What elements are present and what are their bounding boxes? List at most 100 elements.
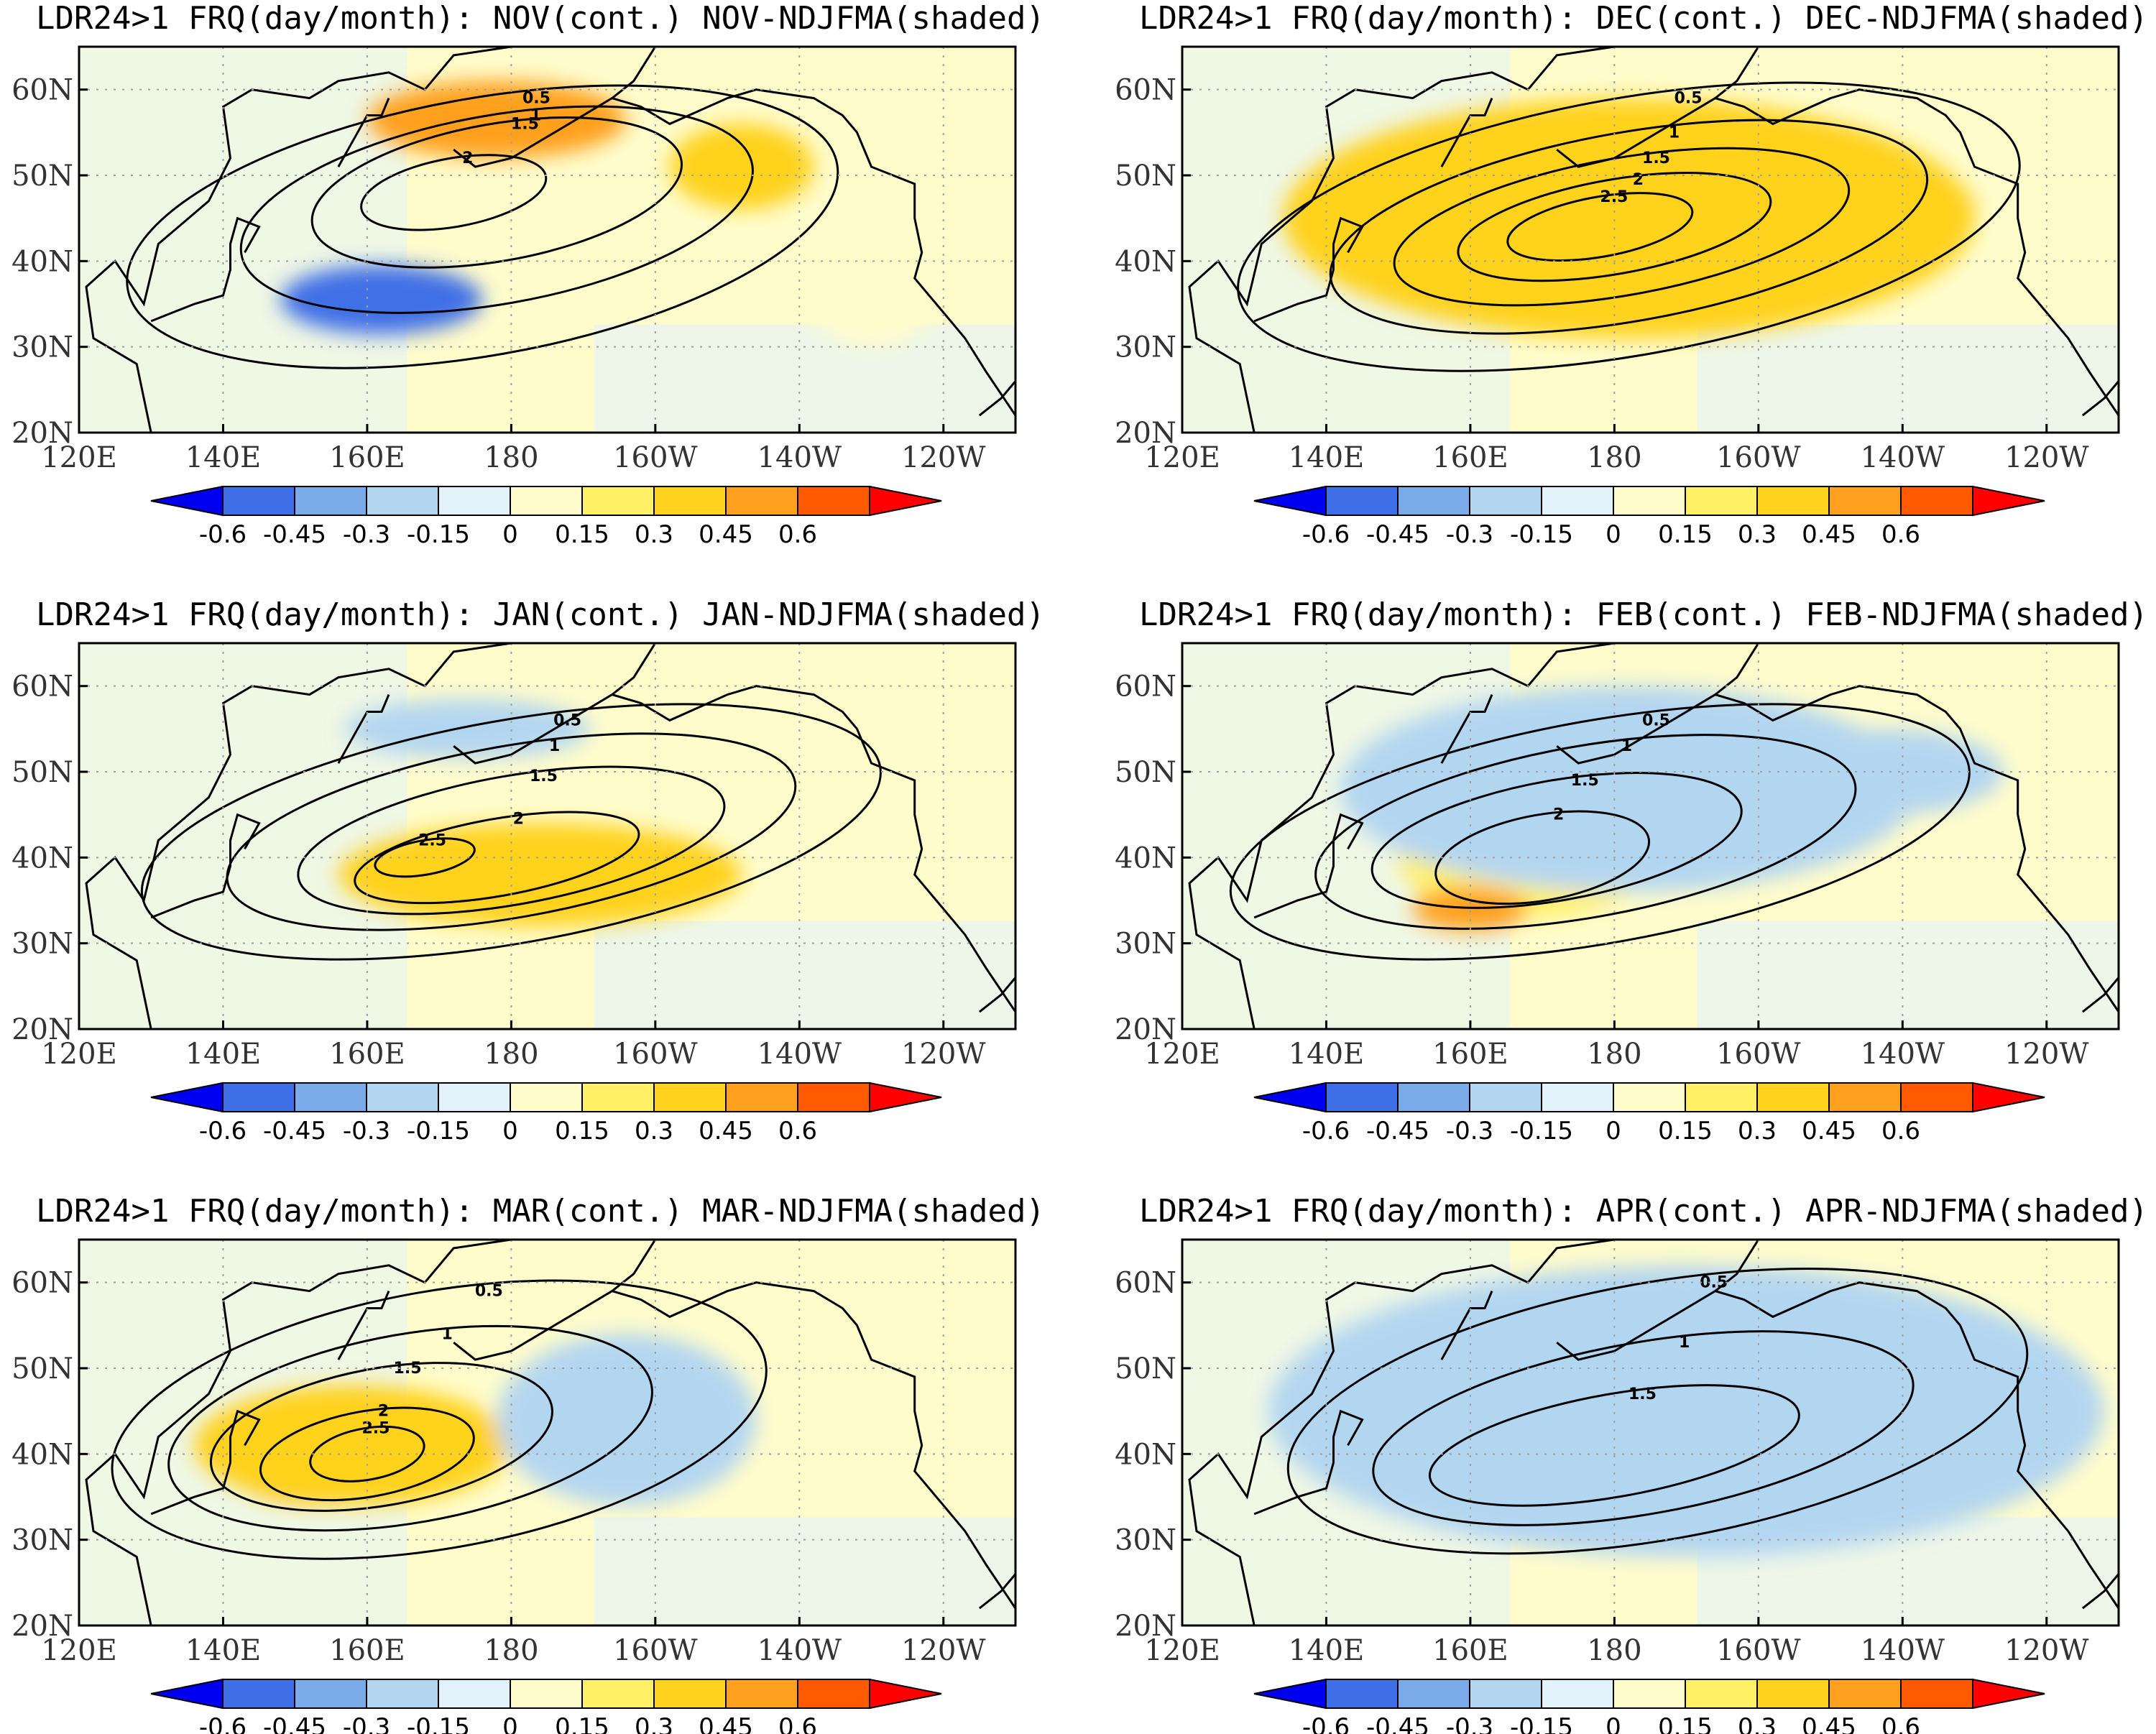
lon-tick-label: 120W — [901, 441, 985, 474]
contour-label: 2.5 — [361, 1420, 390, 1438]
colorbar-segment — [1397, 1679, 1470, 1709]
colorbar-arrow-high — [869, 1678, 942, 1710]
contour-line — [1237, 81, 2021, 372]
lat-tick-label: 20N — [1115, 417, 1176, 450]
contour-line — [354, 811, 640, 905]
shade-anomaly-blob — [338, 823, 742, 926]
coastline — [978, 977, 1015, 1013]
colorbar-label: 0.3 — [1738, 1713, 1777, 1734]
colorbar-segment — [1541, 1679, 1614, 1709]
colorbar-segment — [653, 1082, 727, 1112]
lon-tick-label: 140W — [757, 441, 842, 474]
colorbar-segment — [1756, 486, 1830, 516]
colorbar-label: 0.45 — [1802, 1713, 1856, 1734]
panel-frame — [1181, 45, 2120, 434]
coastline — [1713, 1240, 2119, 1609]
colorbar-label: 0 — [1606, 1117, 1621, 1145]
contour-label: 2 — [1633, 171, 1644, 189]
lon-tick-label: 160E — [1432, 441, 1508, 474]
lon-tick-label: 180 — [1587, 1634, 1641, 1667]
lon-tick-label: 140W — [1861, 1038, 1945, 1071]
colorbar-label: 0.6 — [778, 520, 817, 549]
colorbar-segment — [510, 1082, 583, 1112]
contour-label: 1 — [530, 106, 541, 124]
contour-label: 2 — [462, 149, 473, 167]
lon-tick-label: 120W — [901, 1038, 985, 1071]
colorbar-label: -0.3 — [343, 520, 390, 549]
colorbar-segment — [653, 486, 727, 516]
map-panel-jan: LDR24>1 FRQ(day/month): JAN(cont.) JAN-N… — [11, 596, 1045, 1145]
colorbar-segment — [1685, 1679, 1758, 1709]
colorbar-segment — [510, 1679, 583, 1709]
lon-tick-label: 120W — [901, 1634, 985, 1667]
contour-label: 0.5 — [1642, 711, 1670, 729]
lon-tick-label: 140E — [185, 1634, 262, 1667]
coastline — [1253, 1409, 1364, 1516]
colorbar-label: -0.15 — [407, 1117, 470, 1145]
colorbar-arrow-high — [1972, 485, 2045, 517]
contour-line — [1393, 147, 1851, 307]
coastline — [978, 380, 1015, 417]
colorbar-segment — [1541, 486, 1614, 516]
panel-title: LDR24>1 FRQ(day/month): NOV(cont.) NOV-N… — [36, 0, 1045, 37]
lon-tick-label: 180 — [484, 1634, 538, 1667]
coastline — [150, 216, 261, 323]
contour-label: 0.5 — [1700, 1274, 1728, 1292]
contour-line — [226, 732, 797, 931]
colorbar-segment — [1325, 1679, 1399, 1709]
lon-tick-label: 180 — [1587, 441, 1641, 474]
contour-line — [1457, 171, 1772, 282]
lat-tick-label: 30N — [11, 331, 73, 364]
shade-anomaly-blob — [497, 1334, 757, 1505]
colorbar-label: -0.3 — [343, 1713, 390, 1734]
lon-tick-label: 140W — [757, 1038, 842, 1071]
lon-tick-label: 140W — [1861, 1634, 1945, 1667]
colorbar: -0.6 -0.45 -0.3 -0.15 0 0.15 0.3 0.45 0.6 — [150, 485, 942, 549]
colorbar-label: 0 — [502, 520, 518, 549]
contour-label: 2 — [378, 1403, 389, 1421]
shade-anomaly-blob — [1412, 887, 1529, 931]
colorbar-label: 0 — [502, 1713, 518, 1734]
lat-tick-label: 40N — [11, 1438, 73, 1471]
contour-line — [1506, 192, 1694, 262]
colorbar: -0.6 -0.45 -0.3 -0.15 0 0.15 0.3 0.45 0.6 — [1253, 1082, 2045, 1145]
colorbar-segment — [222, 1679, 295, 1709]
colorbar-segment — [1828, 1679, 1902, 1709]
colorbar-label: 0.6 — [1881, 1713, 1920, 1734]
contour-line — [239, 105, 754, 314]
coastline — [453, 97, 613, 168]
contour-line — [1428, 1384, 1800, 1507]
colorbar-segment — [1828, 486, 1902, 516]
coastline — [978, 1573, 1015, 1610]
lat-tick-label: 40N — [1115, 1438, 1176, 1471]
colorbar-label: -0.45 — [1366, 1117, 1429, 1145]
colorbar: -0.6 -0.45 -0.3 -0.15 0 0.15 0.3 0.45 0.6 — [150, 1082, 942, 1145]
colorbar-segment — [366, 1082, 439, 1112]
contour-label: 0.5 — [1674, 90, 1703, 108]
colorbar-segment — [294, 1082, 367, 1112]
coastline — [453, 693, 613, 765]
colorbar-arrow-high — [1972, 1678, 2045, 1710]
colorbar-segment — [294, 486, 367, 516]
contour-line — [1434, 810, 1651, 905]
colorbar-label: 0.45 — [1802, 1117, 1856, 1145]
colorbar-segment — [1756, 1082, 1830, 1112]
shade-anomaly-blob — [799, 209, 944, 347]
lon-tick-label: 160W — [1716, 441, 1800, 474]
colorbar-segment — [1613, 486, 1686, 516]
coastline — [1253, 813, 1364, 919]
coastline — [85, 643, 512, 1029]
contour-line — [309, 1425, 425, 1482]
colorbar-segment — [1613, 1082, 1686, 1112]
colorbar-segment — [1900, 486, 1973, 516]
coastline — [1440, 694, 1493, 764]
colorbar-segment — [366, 486, 439, 516]
colorbar-arrow-low — [150, 1678, 224, 1710]
coastline — [1188, 643, 1615, 1029]
colorbar-label: 0.3 — [1738, 1117, 1777, 1145]
contour-label: 1 — [549, 737, 560, 755]
colorbar-segment — [581, 486, 655, 516]
colorbar-label: -0.15 — [1510, 1713, 1573, 1734]
colorbar-label: 0.45 — [699, 520, 753, 549]
colorbar-segment — [1469, 1082, 1542, 1112]
